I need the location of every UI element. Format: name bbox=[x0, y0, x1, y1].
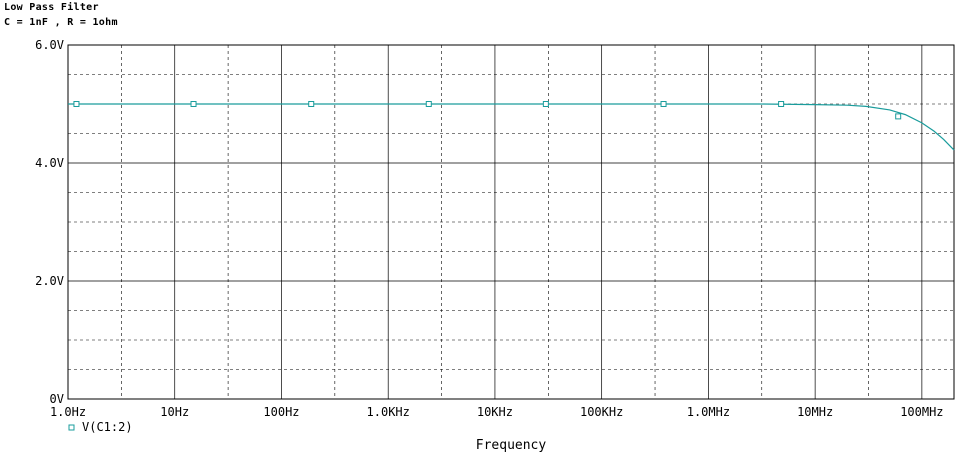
x-tick-label: 1.0MHz bbox=[687, 405, 730, 419]
x-tick-label: 10KHz bbox=[477, 405, 513, 419]
legend-marker bbox=[68, 424, 75, 431]
legend: V(C1:2) bbox=[68, 420, 133, 434]
y-tick-label: 2.0V bbox=[35, 274, 64, 288]
x-tick-label: 100MHz bbox=[900, 405, 943, 419]
y-tick-label: 0V bbox=[50, 392, 64, 406]
series-marker bbox=[660, 101, 667, 107]
legend-label: V(C1:2) bbox=[82, 420, 133, 434]
series-marker bbox=[425, 101, 432, 107]
chart-subtitle: C = 1nF , R = 1ohm bbox=[4, 17, 118, 28]
chart-title: Low Pass Filter bbox=[4, 2, 99, 13]
y-tick-label: 6.0V bbox=[35, 38, 64, 52]
series-marker bbox=[73, 101, 80, 107]
plot-frame bbox=[67, 44, 955, 400]
series-marker bbox=[778, 101, 785, 107]
x-tick-label: 100KHz bbox=[580, 405, 623, 419]
series-marker bbox=[308, 101, 315, 107]
x-tick-label: 10Hz bbox=[160, 405, 189, 419]
series-marker bbox=[190, 101, 197, 107]
grid bbox=[68, 45, 954, 399]
series-trace bbox=[68, 101, 955, 151]
series-line bbox=[68, 103, 955, 151]
x-tick-label: 1.0Hz bbox=[50, 405, 86, 419]
x-axis-label: Frequency bbox=[476, 438, 547, 453]
series-marker bbox=[895, 113, 902, 120]
series-marker bbox=[542, 101, 549, 107]
x-tick-label: 10MHz bbox=[797, 405, 833, 419]
tick-labels: 0V 2.0V 4.0V 6.0V 1.0Hz 10Hz 100Hz 1.0KHz 10KHz 1… bbox=[35, 38, 943, 453]
axes bbox=[67, 44, 955, 400]
x-tick-label: 1.0KHz bbox=[367, 405, 410, 419]
x-tick-label: 100Hz bbox=[263, 405, 299, 419]
y-tick-label: 4.0V bbox=[35, 156, 64, 170]
